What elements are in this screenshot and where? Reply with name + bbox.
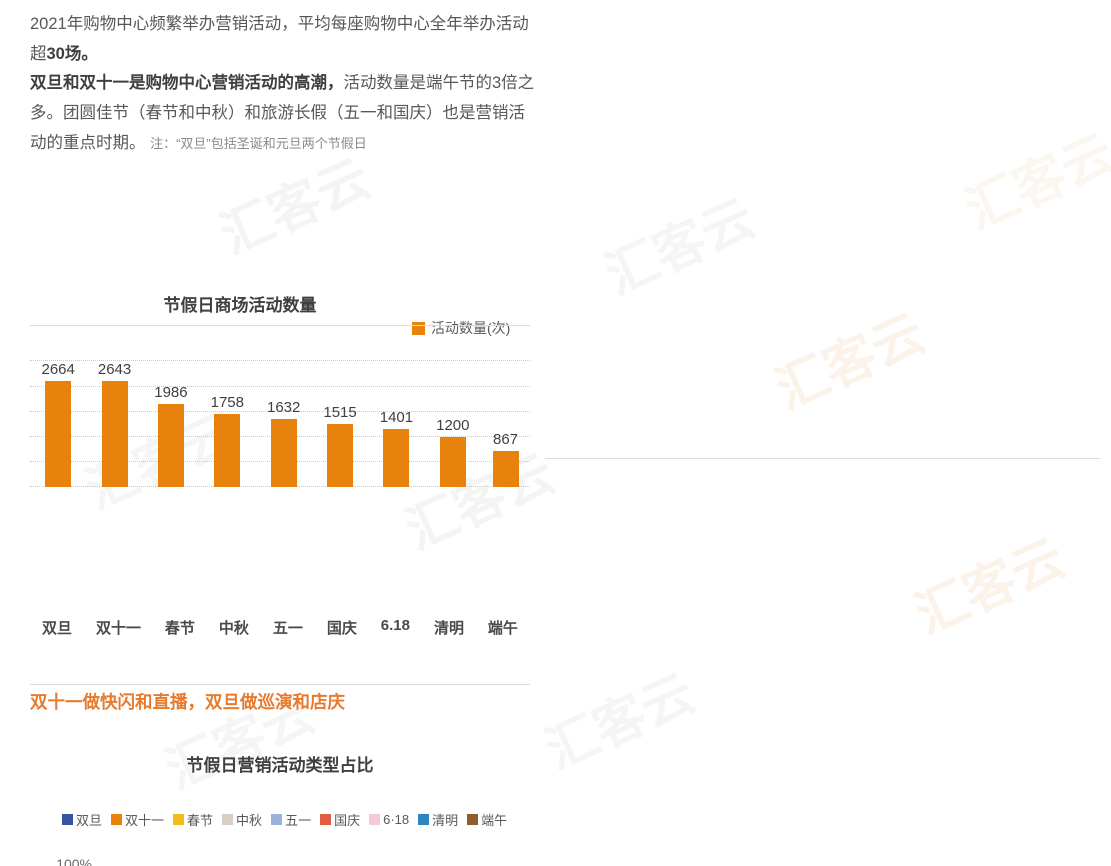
legend-item: 端午: [467, 810, 507, 829]
legend-label: 活动数量(次): [431, 320, 511, 337]
footnote: 注：“双旦”包括圣诞和元旦两个节假日: [150, 135, 367, 151]
bar-value-label: 1401: [379, 408, 414, 426]
x-axis-label: 6.18: [380, 617, 410, 635]
legend-label: 清明: [432, 813, 459, 829]
gridline: [30, 410, 530, 412]
legend-item: 国庆: [320, 810, 360, 829]
intro-paragraph-left: 2021年购物中心频繁举办营销活动，平均每座购物中心全年举办活动超30场。 双旦…: [30, 10, 535, 158]
legend-swatch-icon: [62, 814, 73, 826]
chart2-legend: 双旦 双十一 春节 中秋 五一 国庆 6·18 清明 端午: [62, 810, 532, 829]
bar-value-label: 1986: [154, 384, 188, 402]
stacked-chart-subtitle: 双十一做快闪和直播，双旦做巡演和店庆: [30, 692, 345, 713]
legend-label: 中秋: [236, 813, 263, 829]
intro-text-bold: 30场。: [46, 44, 98, 63]
legend-label: 端午: [481, 813, 508, 829]
y-axis-label: 100%: [56, 856, 92, 866]
bar: [270, 418, 297, 488]
legend-label: 国庆: [334, 813, 361, 829]
bar-slot: 1401: [379, 361, 414, 488]
bar-slot: 1632: [267, 361, 301, 488]
bar: [439, 437, 466, 488]
bar-slot: 2664: [41, 361, 75, 488]
bar: [214, 413, 241, 488]
legend-swatch-icon: [320, 814, 332, 826]
legend-swatch-icon: [369, 814, 381, 826]
chart1-legend: 活动数量(次): [412, 318, 1111, 338]
gridline: [30, 360, 530, 362]
bar: [101, 381, 128, 488]
x-axis-label: 双旦: [41, 620, 72, 638]
legend-swatch-icon: [173, 814, 185, 826]
legend-label: 6·18: [383, 812, 410, 828]
holiday-count-chart-xlabels: 双旦 双十一 春节 中秋 五一 国庆 6.18 清明 端午: [30, 617, 530, 638]
bar-value-label: 2664: [41, 361, 75, 379]
x-axis-label: 五一: [272, 620, 303, 638]
chart1-title: 节假日商场活动数量: [163, 296, 317, 316]
bar: [157, 404, 184, 488]
bar-slot: 867: [492, 361, 519, 488]
legend-item: 五一: [271, 810, 311, 829]
x-axis-label: 清明: [433, 620, 464, 638]
bar-value-label: 2643: [97, 361, 132, 379]
bar: [327, 423, 354, 488]
bar-value-label: 1632: [267, 398, 301, 416]
bar-slot: 1515: [323, 361, 357, 488]
legend-swatch-icon: [412, 321, 425, 335]
intro-text: 2021年购物中心频繁举办营销活动，平均每座购物中心全年举办活动超: [30, 15, 529, 63]
chart2-yaxis-labels: 100%80%60%40%20%0%: [38, 856, 92, 866]
legend-swatch-icon: [271, 814, 283, 826]
legend-item: 6·18: [369, 810, 409, 829]
legend-label: 春节: [187, 813, 214, 829]
bar-value-label: 1200: [436, 417, 470, 435]
bar-slot: 1200: [436, 361, 470, 488]
bar-slot: 1758: [210, 361, 244, 488]
legend-item: 清明: [418, 810, 458, 829]
x-axis-label: 中秋: [218, 620, 249, 638]
legend-label: 双旦: [76, 813, 103, 829]
watermark: 汇客云: [767, 304, 934, 421]
legend-swatch-icon: [418, 814, 430, 826]
legend-swatch-icon: [222, 814, 234, 826]
x-axis-label: 国庆: [326, 620, 357, 638]
divider: [545, 458, 1100, 459]
intro-text-bold: 双旦和双十一是购物中心营销活动的高潮，: [30, 74, 344, 93]
legend-swatch-icon: [111, 814, 123, 826]
legend-swatch-icon: [467, 814, 479, 826]
bars-row: 2664 2643 1986 1758 1632 1515 1401 1200 867: [30, 361, 530, 488]
bar-slot: 1986: [154, 361, 188, 488]
x-axis-label: 春节: [164, 620, 195, 638]
intro-text: 活动数量是端午节的3倍之多。团圆佳节（春节和中秋）和旅游长假（五一和国庆）也是营…: [30, 74, 535, 152]
x-axis-label: 端午: [487, 620, 518, 638]
watermark: 汇客云: [957, 124, 1111, 241]
bar-value-label: 867: [492, 431, 519, 449]
legend-item: 中秋: [222, 810, 262, 829]
watermark: 汇客云: [907, 529, 1074, 646]
holiday-count-chart-plot: 2664 2643 1986 1758 1632 1515 1401 1200 867: [30, 360, 530, 488]
bar-value-label: 1515: [323, 403, 357, 421]
divider: [30, 684, 530, 685]
legend-item: 春节: [173, 810, 213, 829]
watermark: 汇客云: [597, 189, 764, 306]
bar: [383, 428, 410, 488]
gridline: [30, 385, 530, 387]
divider: [30, 325, 530, 326]
legend-label: 五一: [285, 813, 312, 829]
bar: [492, 451, 519, 488]
legend-item: 双十一: [111, 810, 164, 829]
legend-label: 双十一: [125, 813, 165, 829]
bar-value-label: 1758: [210, 393, 244, 411]
x-axis-label: 双十一: [95, 620, 141, 638]
bar-slot: 2643: [97, 361, 132, 488]
watermark: 汇客云: [537, 664, 704, 781]
chart2-title: 节假日营销活动类型占比: [186, 756, 374, 776]
legend-item: 双旦: [62, 810, 102, 829]
bar: [45, 381, 72, 488]
